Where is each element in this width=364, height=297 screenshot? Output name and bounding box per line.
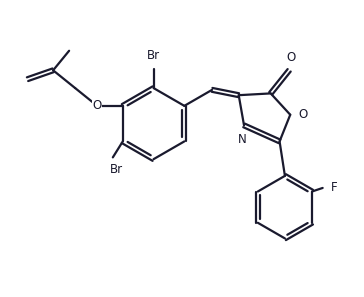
Text: O: O xyxy=(298,108,307,121)
Text: N: N xyxy=(238,133,247,146)
Text: F: F xyxy=(331,181,337,194)
Text: Br: Br xyxy=(110,163,123,176)
Text: O: O xyxy=(286,51,296,64)
Text: Br: Br xyxy=(147,50,160,62)
Text: O: O xyxy=(92,99,102,112)
